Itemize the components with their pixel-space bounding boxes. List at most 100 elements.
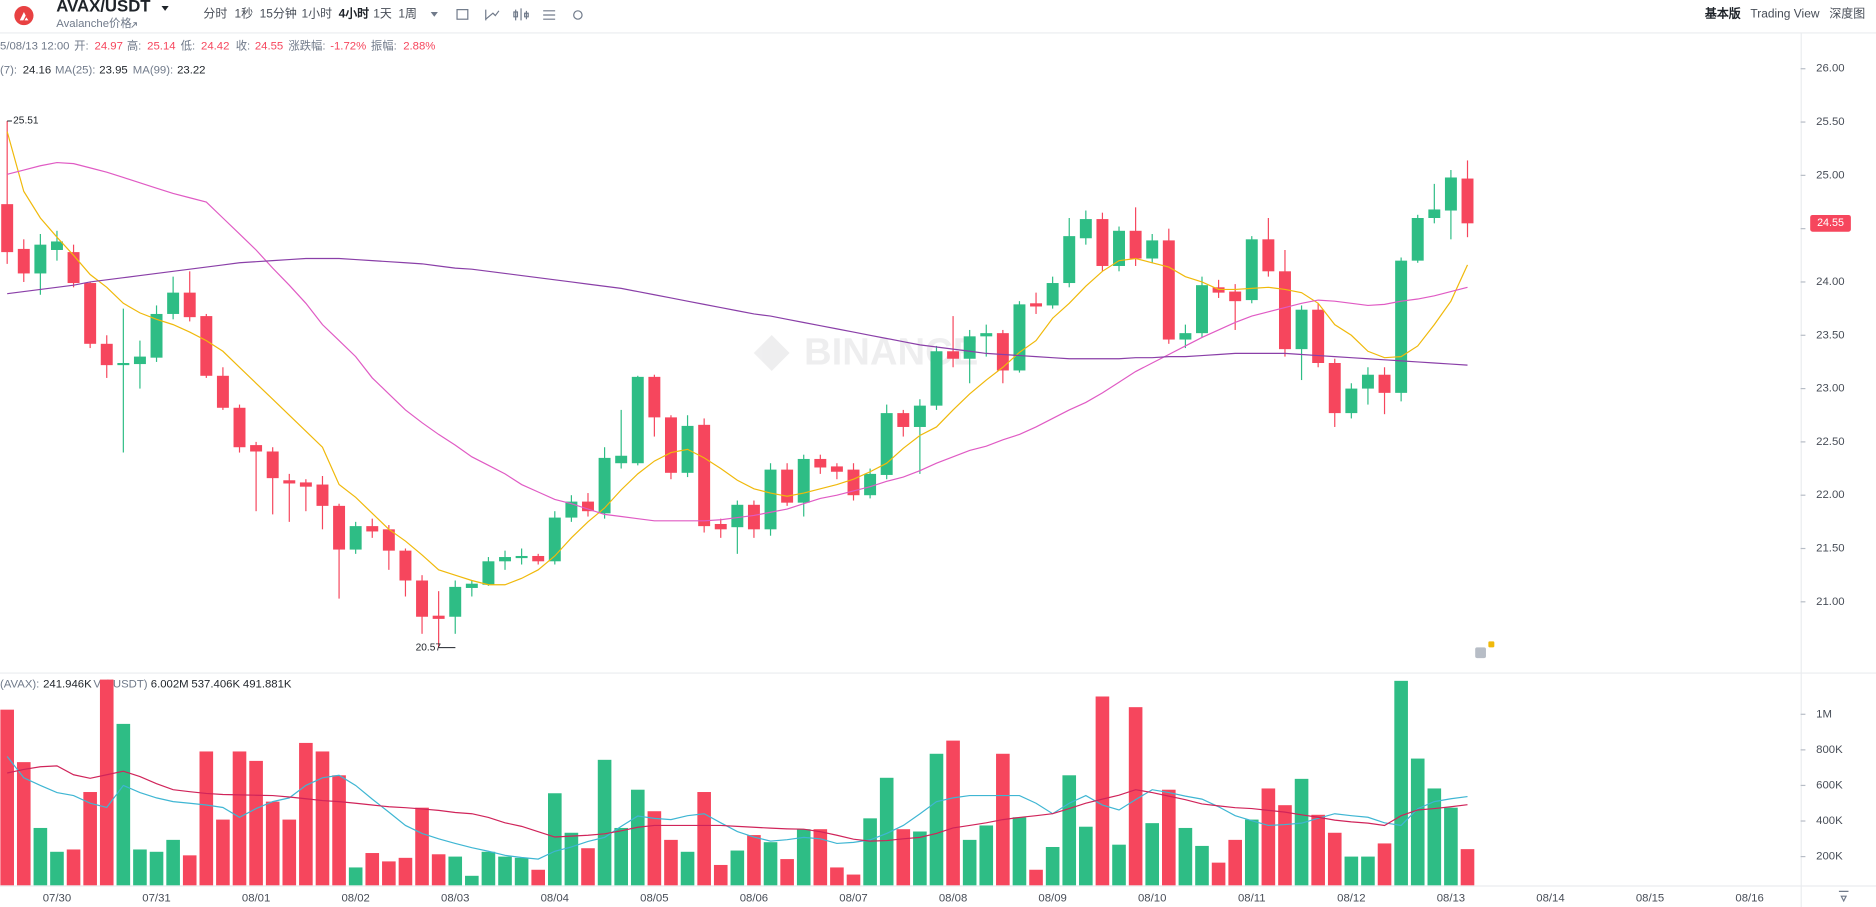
volume-bar — [1244, 819, 1259, 886]
x-tick-label: 08/10 — [1138, 893, 1166, 905]
settings-icon[interactable] — [573, 10, 583, 20]
interval-button[interactable]: 1秒 — [235, 7, 254, 21]
candle-body — [1262, 239, 1275, 272]
candle-body — [781, 469, 794, 503]
axis-settings-icon[interactable] — [1838, 890, 1849, 903]
more-intervals[interactable] — [430, 12, 438, 17]
candle-body — [333, 505, 346, 550]
interval-bar: 分时 1秒 15分钟 1小时 4小时 1天 1周 — [203, 6, 417, 21]
watermark-logo — [753, 335, 790, 371]
ma-line — [7, 161, 1468, 522]
y-tick-label: 25.00 — [1816, 169, 1844, 181]
x-tick-label: 08/11 — [1238, 893, 1266, 905]
ma-line — [6, 131, 1469, 586]
view-basic[interactable]: 基本版 — [1704, 6, 1741, 21]
high-label: 25.51 — [13, 116, 39, 127]
volume-bar — [1045, 846, 1060, 886]
volume-bar — [216, 819, 230, 886]
tool-icons — [430, 8, 583, 21]
candle-body — [864, 473, 877, 496]
y-tick-label: 23.00 — [1816, 383, 1844, 395]
candle-body — [1179, 333, 1192, 340]
x-tick-label: 08/06 — [740, 893, 768, 905]
candle-body — [266, 451, 279, 479]
volume-bar — [348, 867, 363, 886]
chart-type-icon[interactable] — [485, 9, 500, 21]
interval-button[interactable]: 1周 — [398, 7, 417, 21]
candle-body — [532, 555, 545, 562]
volume-bar — [514, 857, 529, 886]
x-tick-label: 08/15 — [1636, 893, 1664, 905]
candle-body — [399, 550, 412, 581]
candle-body — [565, 501, 578, 518]
layout-icon[interactable] — [543, 10, 556, 20]
symbol-dropdown[interactable] — [161, 6, 169, 11]
symbol-subtitle[interactable]: Avalanche价格 — [56, 16, 132, 30]
candle-body — [133, 356, 146, 365]
volume-ma-legend-value: 537.406K — [191, 678, 240, 690]
candle-body — [316, 484, 329, 506]
candle-body — [1, 204, 14, 253]
y-tick-label: 22.50 — [1816, 436, 1844, 448]
volume-ma-line — [7, 765, 1468, 842]
volume-bar — [630, 789, 645, 886]
volume-bar — [1062, 775, 1077, 886]
volume-bar — [1029, 869, 1043, 886]
candle-body — [1345, 388, 1358, 414]
volume-bar — [614, 827, 628, 886]
candle-body — [382, 529, 395, 551]
volume-bar — [1112, 844, 1126, 886]
candle-body — [67, 252, 80, 284]
candle-body — [1096, 219, 1109, 266]
interval-button[interactable]: 15分钟 — [260, 6, 297, 21]
y-tick-label: 21.50 — [1816, 543, 1844, 555]
candle-body — [1046, 283, 1059, 306]
volume-bar — [431, 854, 446, 886]
candle-body — [1146, 240, 1159, 259]
volume-bar — [664, 839, 678, 886]
chart-tool-badge — [1488, 641, 1495, 648]
watermark: BINANCE — [753, 330, 978, 373]
interval-button[interactable]: 分时 — [203, 7, 227, 21]
chart-tool-icon[interactable] — [1475, 647, 1486, 659]
candle-body — [1395, 260, 1408, 393]
candle-body — [897, 413, 910, 427]
volume-bar — [1311, 814, 1325, 886]
volume-bar — [647, 811, 662, 886]
volume-bar — [581, 848, 595, 886]
volume-bar — [149, 851, 164, 886]
candle-body — [548, 517, 561, 562]
candle-body — [582, 501, 594, 512]
view-depth[interactable]: 深度图 — [1829, 6, 1865, 21]
interval-button[interactable]: 1天 — [373, 7, 392, 21]
candle-body — [84, 283, 97, 344]
ma-legend-label: MA(99): — [133, 65, 173, 77]
volume-tick-label: 1M — [1816, 708, 1832, 720]
volume-legend-value: 6.002M — [151, 678, 189, 690]
interval-button[interactable]: 1小时 — [302, 7, 333, 21]
volume-bar — [265, 801, 280, 886]
volume-bar — [315, 751, 330, 886]
candle-body — [416, 580, 429, 617]
volume-bar — [1410, 758, 1425, 886]
volume-bar — [913, 831, 927, 886]
volume-tick-label: 600K — [1816, 779, 1843, 791]
volume-bar — [116, 723, 131, 886]
symbol[interactable]: AVAX/USDT — [56, 0, 151, 16]
x-tick-label: 08/05 — [640, 893, 668, 905]
candle-body — [996, 333, 1009, 371]
indicator-icon[interactable] — [456, 9, 469, 20]
candle-body — [764, 469, 777, 530]
candle-body — [515, 555, 528, 559]
candle-body — [648, 376, 661, 418]
volume-bar — [133, 849, 147, 886]
volume-bar — [398, 857, 413, 886]
view-tradingview[interactable]: Trading View — [1750, 7, 1819, 21]
toolbar — [0, 0, 1876, 33]
candle-body — [1162, 240, 1175, 340]
candle-body — [1113, 230, 1125, 266]
interval-button[interactable]: 4小时 — [339, 6, 370, 21]
candle-icon[interactable] — [513, 8, 529, 21]
